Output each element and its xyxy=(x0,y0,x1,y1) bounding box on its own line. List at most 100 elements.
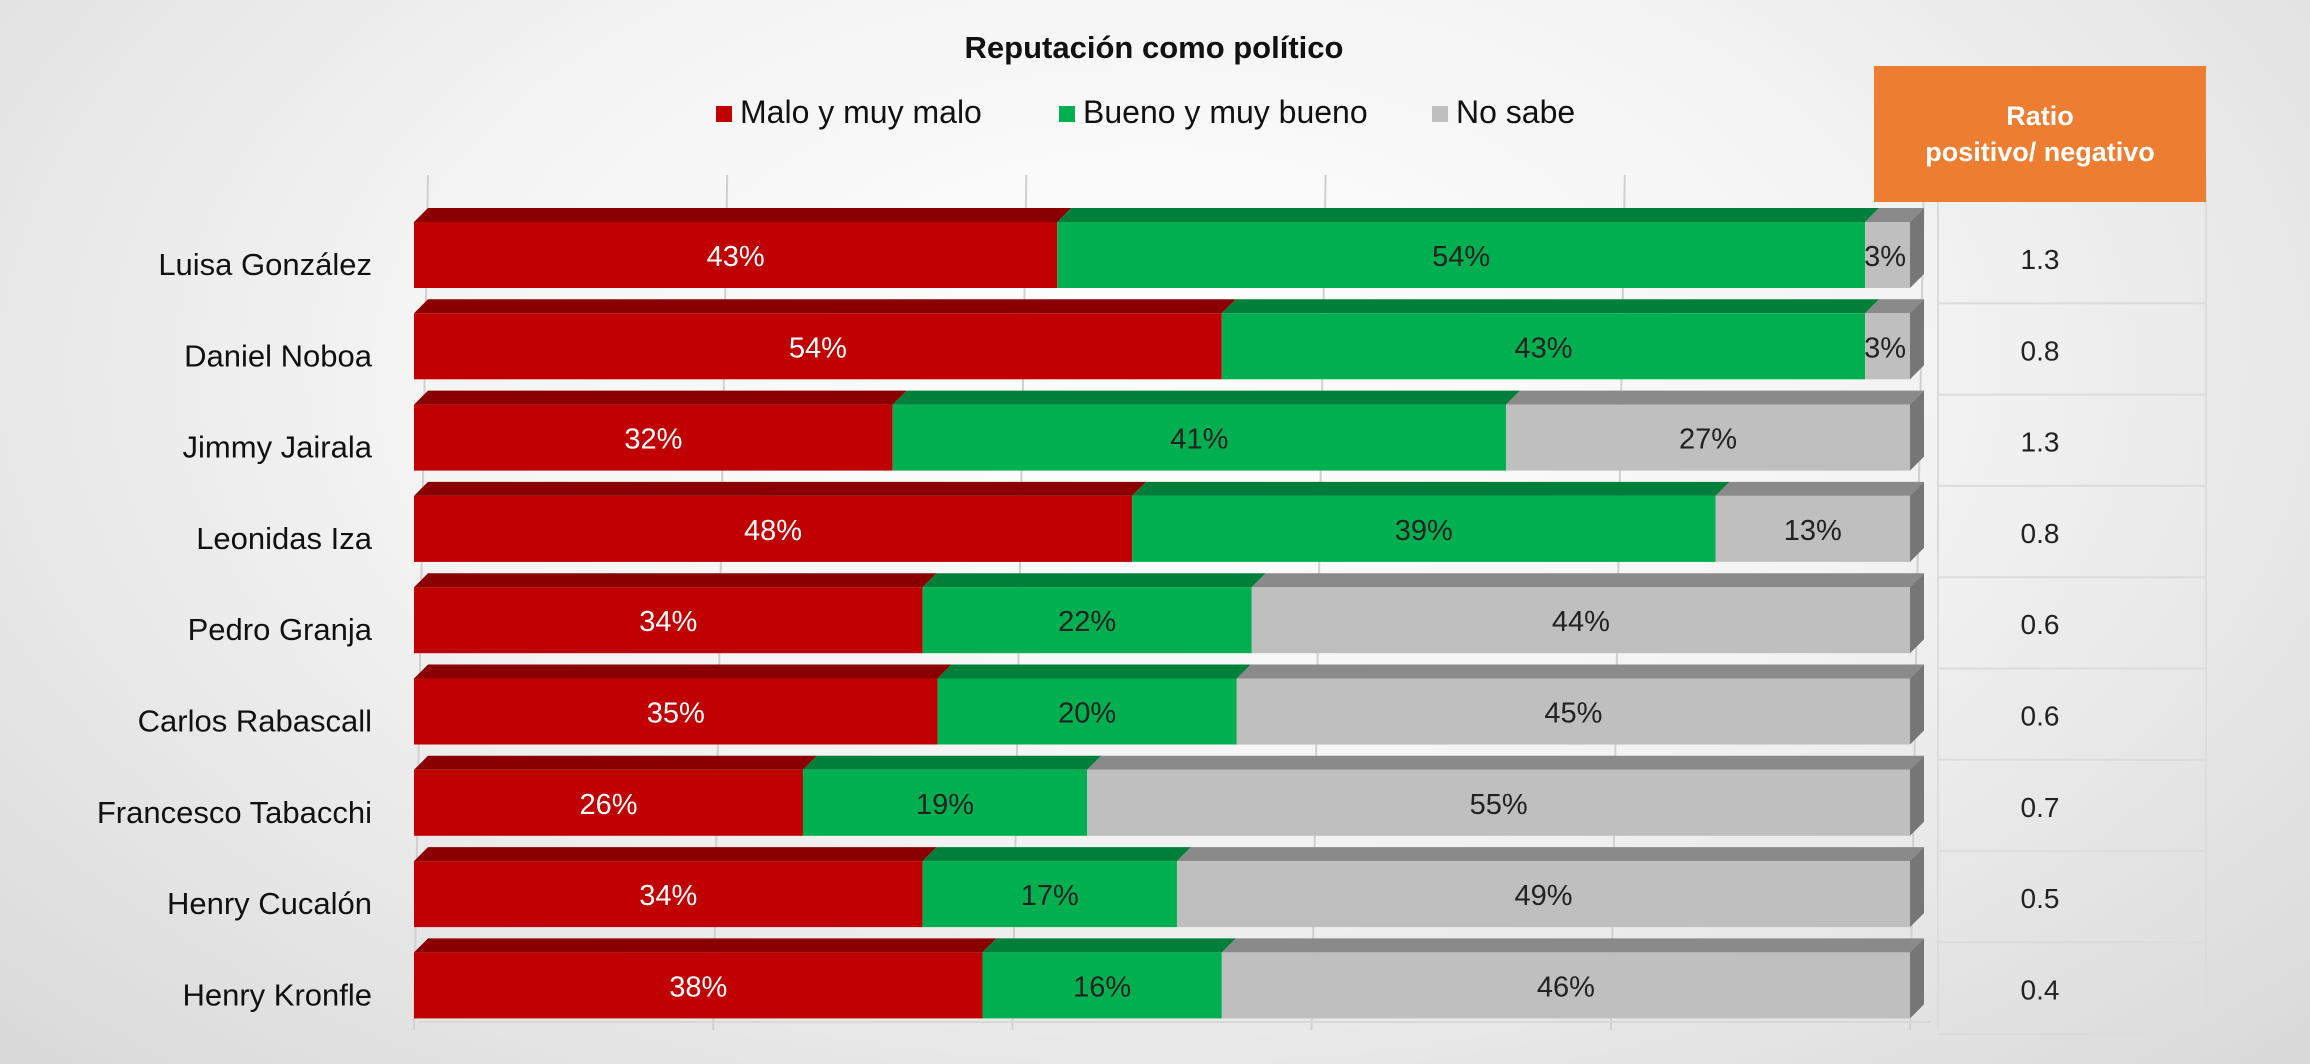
legend: Malo y muy malo Bueno y muy bueno No sabe xyxy=(716,94,1575,130)
bar-segment-side xyxy=(1910,390,1924,471)
bar-segment xyxy=(1251,587,1910,654)
legend-label: No sabe xyxy=(1456,94,1575,130)
bar-segment-top xyxy=(1715,481,1924,496)
legend-label: Bueno y muy bueno xyxy=(1083,94,1368,130)
data-label: 13% xyxy=(1784,515,1842,547)
ratio-value: 0.5 xyxy=(2021,883,2060,914)
ratio-value: 0.8 xyxy=(2021,518,2060,549)
bar-segment-top xyxy=(414,938,997,953)
bar-segment-top xyxy=(1865,299,1924,314)
bar-segment xyxy=(414,678,938,745)
ratio-value: 0.8 xyxy=(2021,335,2060,366)
ratio-values: 1.3 0.8 1.3 0.8 0.6 0.6 0.7 0.5 0.4 xyxy=(2021,244,2060,1005)
data-label: 41% xyxy=(1170,424,1228,456)
category-label: Pedro Granja xyxy=(188,612,373,647)
data-label: 43% xyxy=(707,241,765,273)
bar-segment-top xyxy=(982,938,1236,953)
category-label: Leonidas Iza xyxy=(196,521,373,556)
bar-segment xyxy=(1087,769,1910,836)
bar-segment-top xyxy=(414,481,1147,496)
ratio-value: 0.6 xyxy=(2021,609,2060,640)
bar-segment-top xyxy=(937,664,1251,679)
bar-segment xyxy=(1865,313,1910,380)
ratio-table-corner xyxy=(2185,1009,2207,1031)
bar-segment-side xyxy=(1910,573,1924,654)
data-label: 3% xyxy=(1864,332,1906,364)
bar-segment-top xyxy=(1251,573,1924,588)
bar-segment-top xyxy=(1176,847,1924,862)
bar-segment-top xyxy=(1132,481,1730,496)
data-label: 38% xyxy=(669,971,727,1003)
bar-segment xyxy=(414,313,1222,380)
bar-segment xyxy=(1221,313,1866,380)
ratio-value: 0.6 xyxy=(2021,701,2060,732)
legend-label: Malo y muy malo xyxy=(740,94,982,130)
data-label: 49% xyxy=(1514,880,1572,912)
data-label: 3% xyxy=(1864,241,1906,273)
data-label: 22% xyxy=(1058,606,1116,638)
bar-segment-side xyxy=(1910,664,1924,745)
bar-segment xyxy=(414,952,983,1019)
data-label: 34% xyxy=(639,606,697,638)
bar-segment xyxy=(414,587,923,654)
ratio-value: 0.4 xyxy=(2021,974,2060,1005)
bar-segment-top xyxy=(922,847,1191,862)
data-label: 43% xyxy=(1514,332,1572,364)
bar-segment xyxy=(922,861,1177,928)
bar-segment-side xyxy=(1910,299,1924,380)
bar-segment-side xyxy=(1910,481,1924,562)
labels-layer: Luisa González 43% 54% 3% Daniel Noboa 54% 43%… xyxy=(97,241,1906,1012)
ratio-table-grid xyxy=(1937,176,2207,1035)
bar-segment-top xyxy=(1221,938,1924,953)
bar-segment xyxy=(802,769,1088,836)
bar-segment xyxy=(1221,952,1910,1019)
bar-segment xyxy=(414,222,1058,288)
data-label: 54% xyxy=(789,332,847,364)
bar-segment xyxy=(982,952,1222,1019)
bar-segment xyxy=(1176,861,1910,928)
category-label: Francesco Tabacchi xyxy=(97,795,372,830)
data-label: 32% xyxy=(624,424,682,456)
bar-segment-top xyxy=(1865,208,1924,222)
category-label: Henry Cucalón xyxy=(167,886,372,921)
bar-segment xyxy=(1057,222,1866,288)
legend-swatch xyxy=(1432,106,1448,122)
data-label: 44% xyxy=(1552,606,1610,638)
bar-segment-top xyxy=(802,755,1102,770)
data-label: 27% xyxy=(1679,424,1737,456)
bar-segment xyxy=(1132,495,1716,562)
bar-segment-side xyxy=(1910,847,1924,928)
data-label: 45% xyxy=(1544,698,1602,730)
data-label: 35% xyxy=(647,698,705,730)
bar-segment-side xyxy=(1910,938,1924,1019)
bar-segment xyxy=(1715,495,1910,562)
bar-segment xyxy=(414,495,1133,562)
legend-swatch xyxy=(716,106,732,122)
bar-segment xyxy=(1506,404,1910,471)
data-label: 54% xyxy=(1432,241,1490,273)
data-label: 55% xyxy=(1470,789,1528,821)
category-label: Henry Kronfle xyxy=(182,977,372,1012)
data-label: 26% xyxy=(579,789,637,821)
ratio-header-line2: positivo/ negativo xyxy=(1925,137,2155,167)
data-label: 17% xyxy=(1021,880,1079,912)
data-label: 34% xyxy=(639,880,697,912)
bar-segment-side xyxy=(1910,755,1924,836)
ratio-value: 0.7 xyxy=(2021,792,2060,823)
bar-segment-top xyxy=(414,299,1236,314)
bar-segment-top xyxy=(1057,208,1880,222)
bar-segment-top xyxy=(1506,390,1924,405)
bar-segment xyxy=(414,404,893,471)
bar-segment-top xyxy=(414,847,937,862)
data-label: 46% xyxy=(1537,971,1595,1003)
bar-segment xyxy=(1236,678,1910,745)
bar-segment-side xyxy=(1910,208,1924,288)
category-label: Carlos Rabascall xyxy=(138,704,372,739)
bar-segment xyxy=(937,678,1237,745)
ratio-header: Ratio positivo/ negativo xyxy=(1874,66,2206,202)
ratio-value: 1.3 xyxy=(2021,427,2060,458)
bar-segment-top xyxy=(414,390,907,405)
legend-swatch xyxy=(1059,106,1075,122)
bar-segment-top xyxy=(892,390,1521,405)
bar-segment-top xyxy=(414,208,1072,222)
